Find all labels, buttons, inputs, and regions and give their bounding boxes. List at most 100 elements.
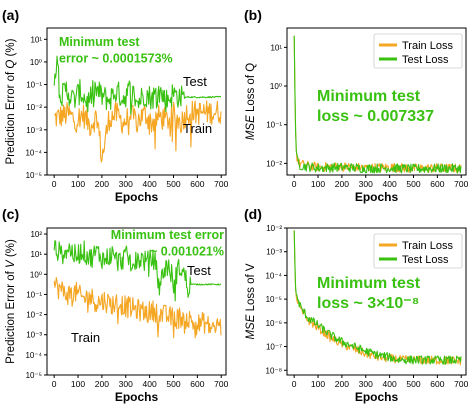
chart-panel: (b) 0 100 200 300 400 500 600 700 10⁻² 10⁻¹ 10⁰ 10¹ E… bbox=[244, 7, 469, 204]
panel-label: (a) bbox=[2, 7, 19, 23]
series-label-test: Test bbox=[183, 74, 207, 89]
series-line bbox=[53, 277, 222, 339]
x-tick-label: 400 bbox=[383, 379, 397, 389]
annotation-text: Minimum test bbox=[59, 35, 140, 49]
y-axis-label: Prediction Error of V (%) bbox=[5, 239, 17, 364]
y-axis-label: MSE Loss of Q bbox=[245, 63, 257, 140]
x-tick-label: 200 bbox=[335, 379, 349, 389]
x-tick-label: 500 bbox=[166, 379, 180, 389]
y-tick-label: 10¹ bbox=[30, 35, 42, 44]
series-label-train: Train bbox=[71, 330, 100, 345]
y-tick-label: 10⁻³ bbox=[26, 331, 42, 340]
legend-label: Train Loss bbox=[402, 240, 453, 252]
legend-label: Test Loss bbox=[402, 54, 449, 66]
y-tick-label: 10⁻³ bbox=[266, 248, 282, 257]
x-tick-label: 0 bbox=[52, 379, 57, 389]
y-tick-label: 10¹ bbox=[30, 250, 42, 259]
x-tick-label: 0 bbox=[292, 379, 297, 389]
x-tick-label: 400 bbox=[143, 379, 157, 389]
x-tick-label: 600 bbox=[430, 379, 444, 389]
y-tick-label: 10⁰ bbox=[30, 270, 42, 279]
x-tick-label: 400 bbox=[383, 179, 397, 189]
chart-panel: (a) 0 100 200 300 400 500 600 700 10⁻⁵ 10⁻⁴ 10⁻³ 10⁻… bbox=[2, 7, 229, 204]
panel-label: (c) bbox=[2, 206, 19, 222]
annotation-text: error ~ 0.0001573% bbox=[59, 52, 173, 66]
x-tick-label: 400 bbox=[143, 179, 157, 189]
x-tick-label: 300 bbox=[119, 179, 133, 189]
series-label-train: Train bbox=[183, 121, 212, 136]
y-tick-label: 10⁻² bbox=[26, 103, 42, 112]
x-tick-label: 500 bbox=[166, 179, 180, 189]
annotation-text: ~ 0.001021% bbox=[150, 245, 224, 259]
x-tick-label: 700 bbox=[214, 179, 228, 189]
x-tick-label: 200 bbox=[95, 379, 109, 389]
series-line bbox=[293, 35, 462, 174]
y-tick-label: 10⁻⁴ bbox=[265, 271, 282, 280]
annotation-text: loss ~ 3×10⁻⁸ bbox=[317, 295, 419, 312]
x-tick-label: 100 bbox=[311, 179, 325, 189]
annotation-text: loss ~ 0.007337 bbox=[317, 108, 434, 125]
x-tick-label: 300 bbox=[359, 379, 373, 389]
y-tick-label: 10⁻⁸ bbox=[266, 366, 283, 375]
y-tick-label: 10⁻⁷ bbox=[266, 343, 282, 352]
x-tick-label: 200 bbox=[335, 179, 349, 189]
axes-frame bbox=[286, 27, 467, 176]
y-tick-label: 10⁻⁴ bbox=[25, 148, 42, 157]
y-tick-label: 10² bbox=[30, 230, 42, 239]
x-tick-label: 100 bbox=[71, 379, 85, 389]
x-axis-label: Epochs bbox=[355, 390, 399, 404]
x-axis-label: Epochs bbox=[115, 190, 159, 204]
x-tick-label: 0 bbox=[52, 179, 57, 189]
series-line bbox=[53, 100, 222, 163]
y-axis-label: MSE Loss of V bbox=[245, 263, 257, 339]
x-tick-label: 600 bbox=[190, 379, 204, 389]
y-tick-label: 10⁻⁴ bbox=[25, 351, 42, 360]
y-tick-label: 10⁻³ bbox=[26, 126, 42, 135]
x-tick-label: 500 bbox=[406, 179, 420, 189]
x-tick-label: 700 bbox=[454, 379, 468, 389]
y-tick-label: 10⁻² bbox=[26, 311, 42, 320]
x-tick-label: 600 bbox=[190, 179, 204, 189]
x-tick-label: 300 bbox=[359, 179, 373, 189]
x-tick-label: 700 bbox=[454, 179, 468, 189]
y-tick-label: 10⁻⁵ bbox=[266, 295, 282, 304]
axes-frame bbox=[46, 227, 227, 376]
x-tick-label: 0 bbox=[292, 179, 297, 189]
y-tick-label: 10¹ bbox=[270, 43, 282, 52]
x-tick-label: 700 bbox=[214, 379, 228, 389]
y-tick-label: 10⁻² bbox=[266, 224, 282, 233]
series-line bbox=[293, 230, 462, 365]
legend-label: Test Loss bbox=[402, 254, 449, 266]
y-tick-label: 10⁻¹ bbox=[266, 121, 282, 130]
y-tick-label: 10⁻¹ bbox=[26, 290, 42, 299]
panel-label: (b) bbox=[244, 7, 262, 23]
y-tick-label: 10⁻⁶ bbox=[266, 319, 282, 328]
y-tick-label: 10⁻¹ bbox=[26, 81, 42, 90]
chart-panel: (d) 0 100 200 300 400 500 600 700 10⁻⁸ 10⁻⁷ 10⁻⁶ 10⁻… bbox=[244, 206, 469, 404]
y-tick-label: 10⁰ bbox=[30, 58, 42, 67]
y-tick-label: 10⁻² bbox=[266, 159, 282, 168]
x-tick-label: 600 bbox=[430, 179, 444, 189]
legend-label: Train Loss bbox=[402, 40, 453, 52]
x-axis-label: Epochs bbox=[355, 190, 399, 204]
series-label-test: Test bbox=[187, 263, 211, 278]
axes-frame bbox=[46, 27, 227, 176]
y-axis-label: Prediction Error of Q (%) bbox=[5, 38, 17, 164]
axes-frame bbox=[286, 227, 467, 376]
y-tick-label: 10⁻⁵ bbox=[26, 171, 42, 180]
x-tick-label: 100 bbox=[311, 379, 325, 389]
x-tick-label: 500 bbox=[406, 379, 420, 389]
x-tick-label: 200 bbox=[95, 179, 109, 189]
annotation-text: Minimum test bbox=[317, 88, 421, 105]
chart-panel: (c) 0 100 200 300 400 500 600 700 10⁻⁵ 10⁻⁴ 10⁻³ 10⁻… bbox=[2, 206, 229, 404]
series-line bbox=[53, 55, 221, 116]
series-line bbox=[53, 240, 222, 302]
y-tick-label: 10⁻⁵ bbox=[26, 371, 42, 380]
panel-label: (d) bbox=[244, 206, 262, 222]
x-axis-label: Epochs bbox=[115, 390, 159, 404]
y-tick-label: 10⁰ bbox=[270, 82, 282, 91]
x-tick-label: 300 bbox=[119, 379, 133, 389]
x-tick-label: 100 bbox=[71, 179, 85, 189]
annotation-text: Minimum test error bbox=[111, 228, 224, 242]
